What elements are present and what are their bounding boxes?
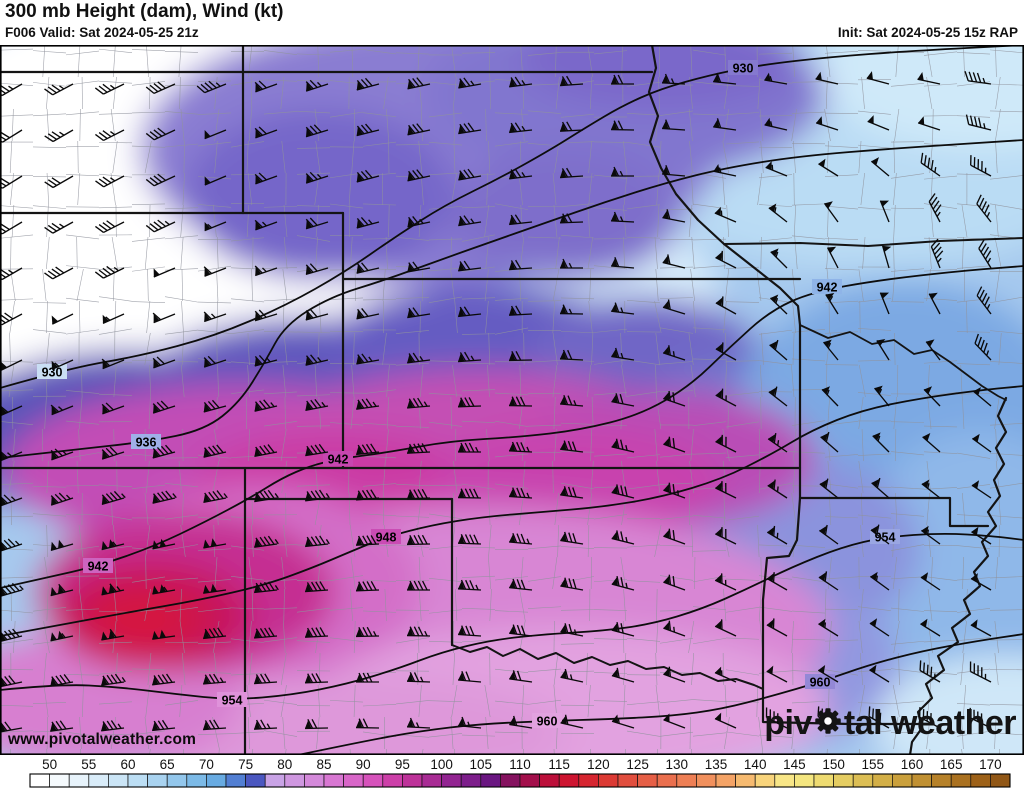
logo-text-pre: piv — [764, 704, 812, 742]
header-bar: 300 mb Height (dam), Wind (kt) F006 Vali… — [0, 0, 1024, 45]
pivotal-weather-logo: piv tal weather — [764, 704, 1016, 742]
map-frame — [0, 45, 1024, 755]
svg-text:90: 90 — [356, 757, 371, 772]
init-time-label: Init: Sat 2024-05-25 15z RAP — [837, 25, 1018, 40]
svg-text:80: 80 — [277, 757, 292, 772]
svg-text:960: 960 — [810, 676, 831, 690]
height-wind-field — [0, 45, 1024, 755]
valid-time-label: F006 Valid: Sat 2024-05-25 21z — [5, 25, 199, 40]
svg-text:942: 942 — [817, 281, 838, 295]
svg-text:954: 954 — [222, 694, 243, 708]
contour-labels: 930 930 936 942 942 942 948 954 954 960 960 — [37, 60, 900, 729]
svg-text:140: 140 — [744, 757, 767, 772]
colorbar-cells — [29, 773, 1011, 788]
state-borders — [0, 45, 1024, 755]
svg-text:954: 954 — [875, 531, 896, 545]
svg-text:130: 130 — [666, 757, 689, 772]
svg-text:50: 50 — [42, 757, 57, 772]
map-title: 300 mb Height (dam), Wind (kt) — [5, 1, 284, 22]
logo-text-post: tal weather — [843, 704, 1017, 742]
svg-text:85: 85 — [316, 757, 331, 772]
wind-barbs — [0, 71, 992, 733]
svg-text:55: 55 — [81, 757, 96, 772]
svg-text:960: 960 — [537, 715, 558, 729]
svg-text:135: 135 — [705, 757, 728, 772]
gear-icon — [813, 706, 843, 742]
svg-text:110: 110 — [509, 757, 531, 772]
svg-text:125: 125 — [626, 757, 649, 772]
colorbar-tick-labels: 50 55 60 65 70 75 80 85 90 95 100 105 110 115 120 125 13… — [42, 757, 1002, 772]
svg-text:942: 942 — [88, 560, 109, 574]
colorbar: 50 55 60 65 70 75 80 85 90 95 100 105 110 115 120 125 13… — [29, 757, 1011, 788]
svg-text:930: 930 — [733, 62, 754, 76]
svg-text:150: 150 — [822, 757, 845, 772]
svg-text:100: 100 — [430, 757, 453, 772]
svg-text:155: 155 — [862, 757, 885, 772]
svg-text:936: 936 — [136, 436, 157, 450]
svg-text:60: 60 — [120, 757, 135, 772]
svg-text:65: 65 — [160, 757, 175, 772]
svg-text:170: 170 — [979, 757, 1002, 772]
height-contours — [0, 45, 1024, 755]
svg-text:95: 95 — [395, 757, 410, 772]
svg-text:115: 115 — [548, 757, 570, 772]
watermark-url: www.pivotalweather.com — [8, 731, 197, 748]
svg-text:105: 105 — [470, 757, 493, 772]
svg-text:70: 70 — [199, 757, 214, 772]
svg-text:145: 145 — [783, 757, 806, 772]
svg-text:160: 160 — [901, 757, 924, 772]
weather-map: 930 930 936 942 942 942 948 954 954 960 960 — [0, 45, 1024, 755]
svg-text:930: 930 — [42, 366, 63, 380]
svg-text:942: 942 — [328, 453, 349, 467]
svg-text:120: 120 — [587, 757, 610, 772]
svg-text:165: 165 — [940, 757, 963, 772]
svg-text:948: 948 — [376, 531, 397, 545]
svg-text:75: 75 — [238, 757, 253, 772]
